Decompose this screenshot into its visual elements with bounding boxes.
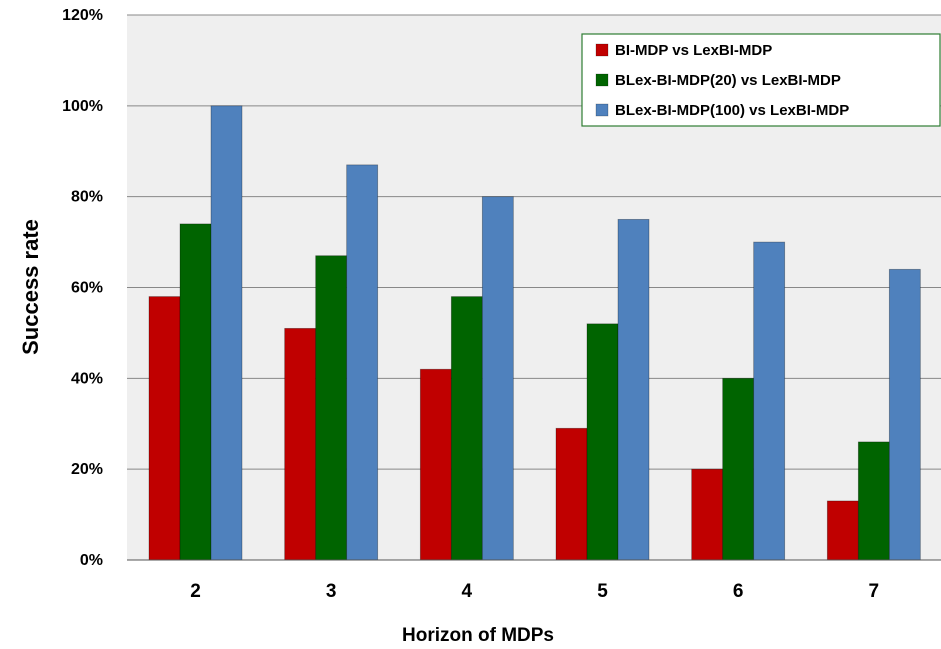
y-tick-label: 40% [71,370,103,387]
x-tick-label: 6 [733,581,744,602]
y-tick-label: 100% [62,98,103,115]
legend: BI-MDP vs LexBI-MDP BLex-BI-MDP(20) vs Le… [581,33,941,127]
bar-series-2-cat-4 [450,296,483,561]
x-axis-title: Horizon of MDPs [402,625,554,646]
bar-series-1-cat-2 [148,296,181,561]
x-tick-label: 4 [462,581,473,602]
legend-swatch [595,43,609,57]
y-axis-ticks: 0% 20% 40% 60% 80% 100% 120% [62,7,103,569]
gridlines [127,14,941,470]
x-tick-label: 3 [326,581,337,602]
bar-series-3-cat-2 [210,105,243,561]
x-axis-ticks: 2 3 4 5 6 7 [190,581,879,602]
x-tick-label: 2 [190,581,201,602]
bar-series-3-cat-5 [617,218,650,561]
y-tick-label: 20% [71,461,103,478]
legend-label: BLex-BI-MDP(20) vs LexBI-MDP [615,72,841,89]
bar-series-1-cat-6 [691,468,724,561]
bar-series-2-cat-3 [315,255,348,561]
bar-series-1-cat-3 [284,327,317,561]
bar-series-1-cat-7 [826,500,859,561]
y-tick-label: 60% [71,280,103,297]
bars [148,105,921,561]
bar-series-2-cat-7 [857,441,890,561]
legend-swatch [595,103,609,117]
bar-series-3-cat-7 [888,268,921,561]
y-tick-label: 120% [62,7,103,24]
x-tick-label: 7 [869,581,880,602]
legend-swatch [595,73,609,87]
bar-series-2-cat-2 [179,223,212,561]
bar-series-2-cat-5 [586,323,619,561]
y-axis-title: Success rate [18,219,43,355]
bar-series-3-cat-3 [346,164,379,561]
bar-series-3-cat-6 [753,241,786,561]
legend-box [581,33,941,127]
legend-label: BI-MDP vs LexBI-MDP [615,42,772,59]
bar-series-1-cat-5 [555,427,588,561]
x-tick-label: 5 [597,581,608,602]
y-tick-label: 0% [80,552,103,569]
legend-label: BLex-BI-MDP(100) vs LexBI-MDP [615,102,849,119]
y-tick-label: 80% [71,189,103,206]
bar-series-3-cat-4 [481,196,514,561]
bar-series-1-cat-4 [419,368,452,561]
bar-series-2-cat-6 [722,377,755,561]
